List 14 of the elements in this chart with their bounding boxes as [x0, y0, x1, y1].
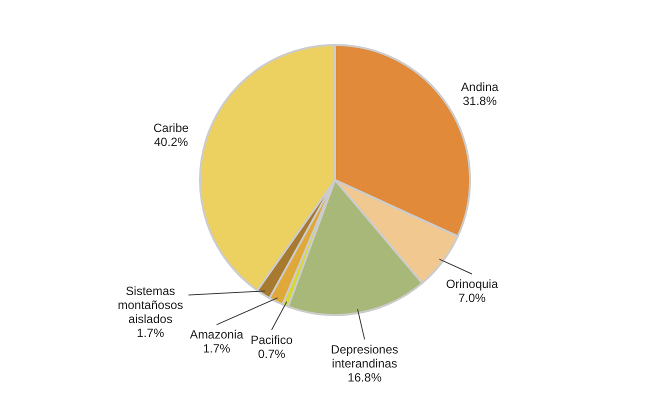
data-label: 31.8% — [462, 94, 498, 108]
slice-label: Orinoquia — [446, 277, 498, 292]
slice-label: Depresiones interandinas — [330, 342, 398, 370]
slice-label: Andina — [461, 80, 499, 94]
data-label: 1.7% — [202, 342, 231, 356]
slice-label: Amazonia — [190, 328, 244, 342]
data-label: 0.7% — [258, 346, 286, 361]
data-label: 16.8% — [348, 370, 382, 384]
data-label: 7.0% — [458, 291, 486, 306]
data-label: 40.2% — [154, 135, 188, 150]
data-label: 1.7% — [136, 326, 164, 340]
slice-label: Sistemas montañosos aislados — [118, 284, 184, 326]
slice-label: Caribe — [153, 121, 190, 136]
slice-label: Pacifico — [250, 332, 293, 347]
